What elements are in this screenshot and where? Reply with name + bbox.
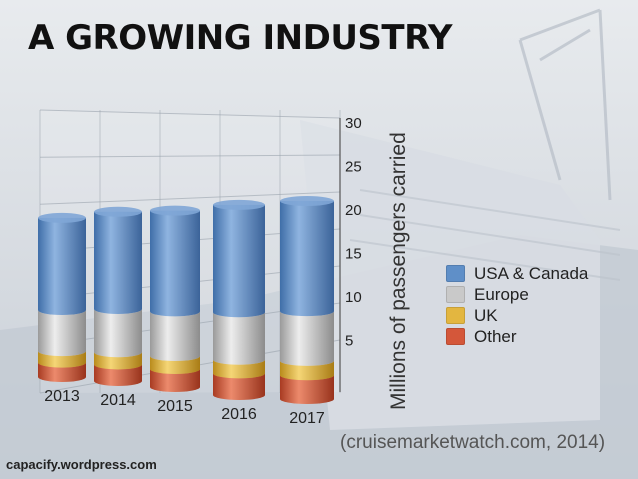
bar-segment-top (213, 199, 265, 210)
legend-label: UK (474, 305, 498, 325)
bar-segment (38, 362, 86, 382)
legend-swatch (446, 307, 465, 324)
site-credit: capacify.wordpress.com (6, 457, 157, 472)
bar-segment (94, 364, 142, 386)
gridline (39, 154, 341, 158)
bar-stack-2015 (150, 205, 200, 392)
y-axis: 5 10 15 20 25 30 (345, 115, 362, 350)
x-tick-label: 2017 (289, 410, 325, 427)
legend-label: Europe (474, 284, 529, 304)
legend-swatch (446, 328, 465, 345)
bar-segment (94, 211, 142, 314)
bar-segment (150, 311, 200, 362)
y-axis-label: Millions of passengers carried (387, 132, 410, 410)
bar-segment (94, 309, 142, 358)
y-tick-label: 25 (345, 159, 362, 176)
gridline (39, 191, 341, 205)
legend-item-europe: Europe (446, 284, 588, 305)
chart-legend: USA & Canada Europe UK Other (446, 263, 588, 347)
bar-segment-top (94, 206, 142, 217)
bar-segment (150, 356, 200, 374)
bar-segment (280, 201, 334, 317)
bar-segment-top (150, 205, 200, 216)
bar-segment (280, 375, 334, 404)
bar-segment (38, 310, 86, 357)
gridline (39, 109, 341, 119)
y-tick-label: 10 (345, 289, 362, 306)
bar-segment (150, 210, 200, 317)
y-tick-label: 5 (345, 333, 353, 350)
bar-segment (280, 311, 334, 366)
bar-segment (213, 312, 265, 365)
bar-segment-top (38, 212, 86, 223)
bar-segment (213, 204, 265, 318)
bar-stack-2014 (94, 206, 142, 386)
legend-label: Other (474, 326, 517, 346)
page-title: A GROWING INDUSTRY (28, 18, 453, 58)
bar-segment-top (280, 196, 334, 206)
legend-swatch (446, 265, 465, 282)
source-citation: (cruisemarketwatch.com, 2014) (340, 432, 606, 453)
bars (38, 196, 334, 404)
legend-swatch (446, 286, 465, 303)
legend-item-other: Other (446, 326, 588, 347)
legend-label: USA & Canada (474, 263, 589, 283)
y-tick-label: 15 (345, 246, 362, 263)
bar-stack-2017 (280, 196, 334, 404)
x-tick-label: 2016 (221, 406, 257, 423)
legend-item-usa-canada: USA & Canada (446, 263, 588, 284)
y-tick-label: 20 (345, 202, 362, 219)
bar-stack-2016 (213, 199, 265, 400)
bar-segment (213, 359, 265, 379)
x-tick-label: 2014 (100, 392, 136, 409)
bar-segment (150, 369, 200, 392)
x-tick-label: 2015 (157, 398, 193, 415)
x-tick-label: 2013 (44, 388, 80, 405)
bar-segment (213, 373, 265, 400)
bar-segment (38, 217, 86, 316)
legend-item-uk: UK (446, 305, 588, 326)
bar-segment (280, 360, 334, 381)
y-tick-label: 30 (345, 115, 362, 132)
x-axis: 2013 2014 2015 2016 2017 (44, 388, 325, 427)
bar-stack-2013 (38, 212, 86, 382)
